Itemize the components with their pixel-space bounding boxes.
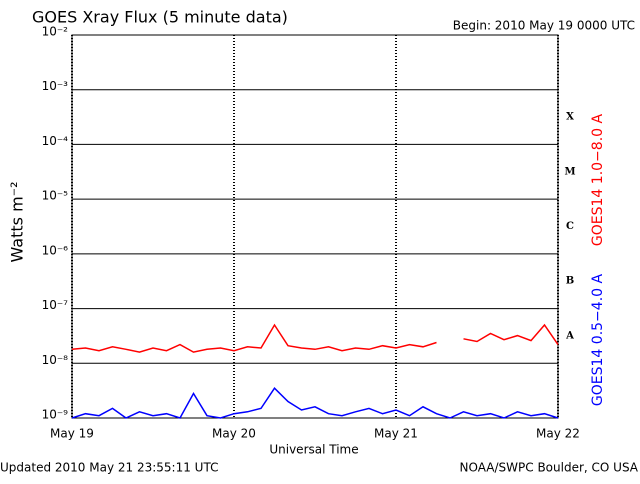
series-line (71, 323, 559, 353)
begin-time: Begin: 2010 May 19 0000 UTC (453, 19, 635, 33)
flare-class: M (564, 166, 575, 177)
legend-label: GOES14 0.5−4.0 A (590, 274, 606, 407)
y-axis-label: Watts m⁻² (8, 181, 27, 262)
y-tick-label: 10⁻⁸ (42, 353, 69, 367)
credit: NOAA/SWPC Boulder, CO USA (460, 461, 639, 475)
y-tick-label: 10⁻⁴ (42, 134, 69, 148)
y-tick-label: 10⁻⁵ (42, 189, 69, 203)
x-tick-label: May 19 (50, 427, 94, 441)
legend-label: GOES14 1.0−8.0 A (590, 114, 606, 247)
x-tick-label: May 22 (536, 427, 580, 441)
y-tick-label: 10⁻² (42, 25, 69, 39)
x-axis-label: Universal Time (269, 443, 358, 457)
y-tick-label: 10⁻⁷ (42, 298, 69, 312)
y-tick-label: 10⁻⁶ (42, 243, 69, 257)
chart-title: GOES Xray Flux (5 minute data) (32, 8, 288, 27)
x-tick-label: May 21 (374, 427, 418, 441)
series-line (71, 387, 559, 419)
plot-frame (71, 34, 559, 419)
flare-class: B (566, 276, 574, 287)
flare-class: A (565, 330, 574, 341)
updated-time: Updated 2010 May 21 23:55:11 UTC (0, 461, 218, 475)
y-tick-label: 10⁻³ (42, 79, 69, 93)
flare-class: X (566, 112, 574, 123)
x-tick-label: May 20 (212, 427, 256, 441)
flare-class: C (566, 221, 574, 232)
y-tick-label: 10⁻⁹ (42, 408, 69, 422)
